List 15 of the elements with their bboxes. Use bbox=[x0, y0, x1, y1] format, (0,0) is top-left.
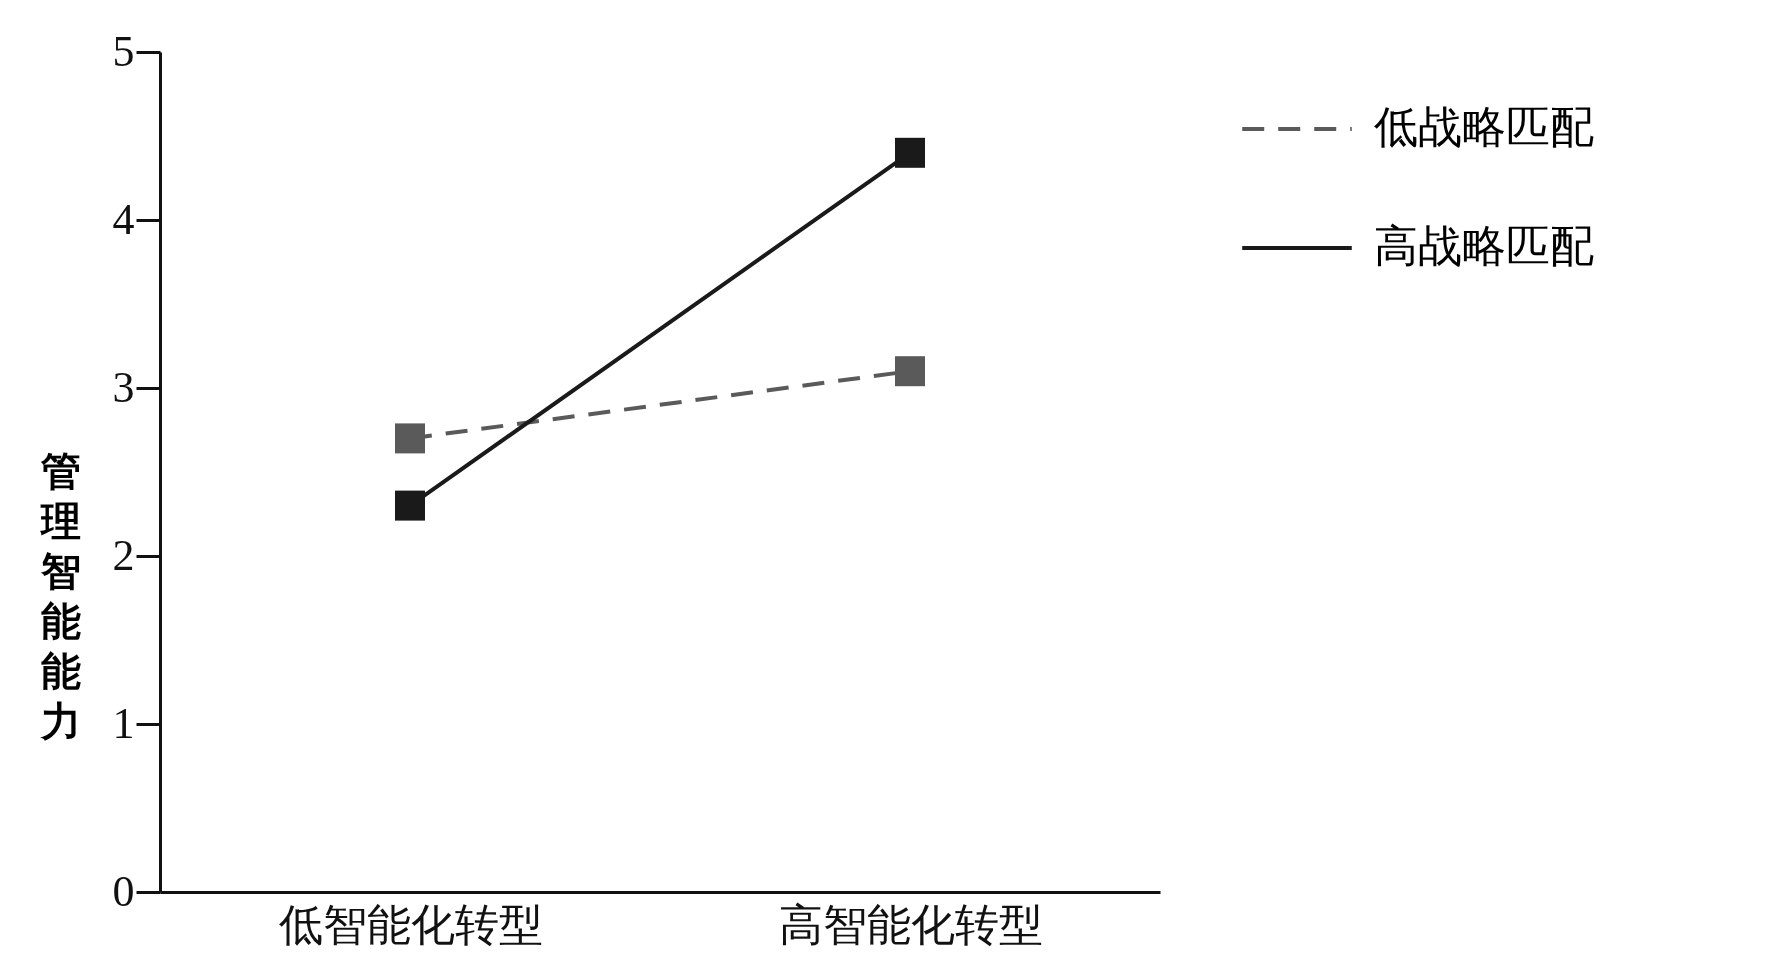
y-tick-label: 0 bbox=[112, 866, 135, 916]
legend-label: 低战略匹配 bbox=[1374, 103, 1594, 152]
x-tick-label: 低智能化转型 bbox=[278, 900, 543, 950]
y-tick-label: 2 bbox=[112, 530, 135, 580]
y-tick-label: 5 bbox=[112, 26, 135, 76]
y-axis-title: 管理智能能力 bbox=[39, 448, 81, 744]
x-tick-label: 高智能化转型 bbox=[778, 900, 1043, 950]
y-tick-label: 4 bbox=[112, 194, 135, 244]
y-tick-label: 1 bbox=[112, 698, 135, 748]
point bbox=[395, 423, 425, 454]
point bbox=[895, 137, 925, 168]
point bbox=[895, 356, 925, 387]
y-tick-label: 3 bbox=[112, 362, 135, 412]
point bbox=[395, 490, 425, 521]
legend-label: 高战略匹配 bbox=[1374, 222, 1594, 271]
